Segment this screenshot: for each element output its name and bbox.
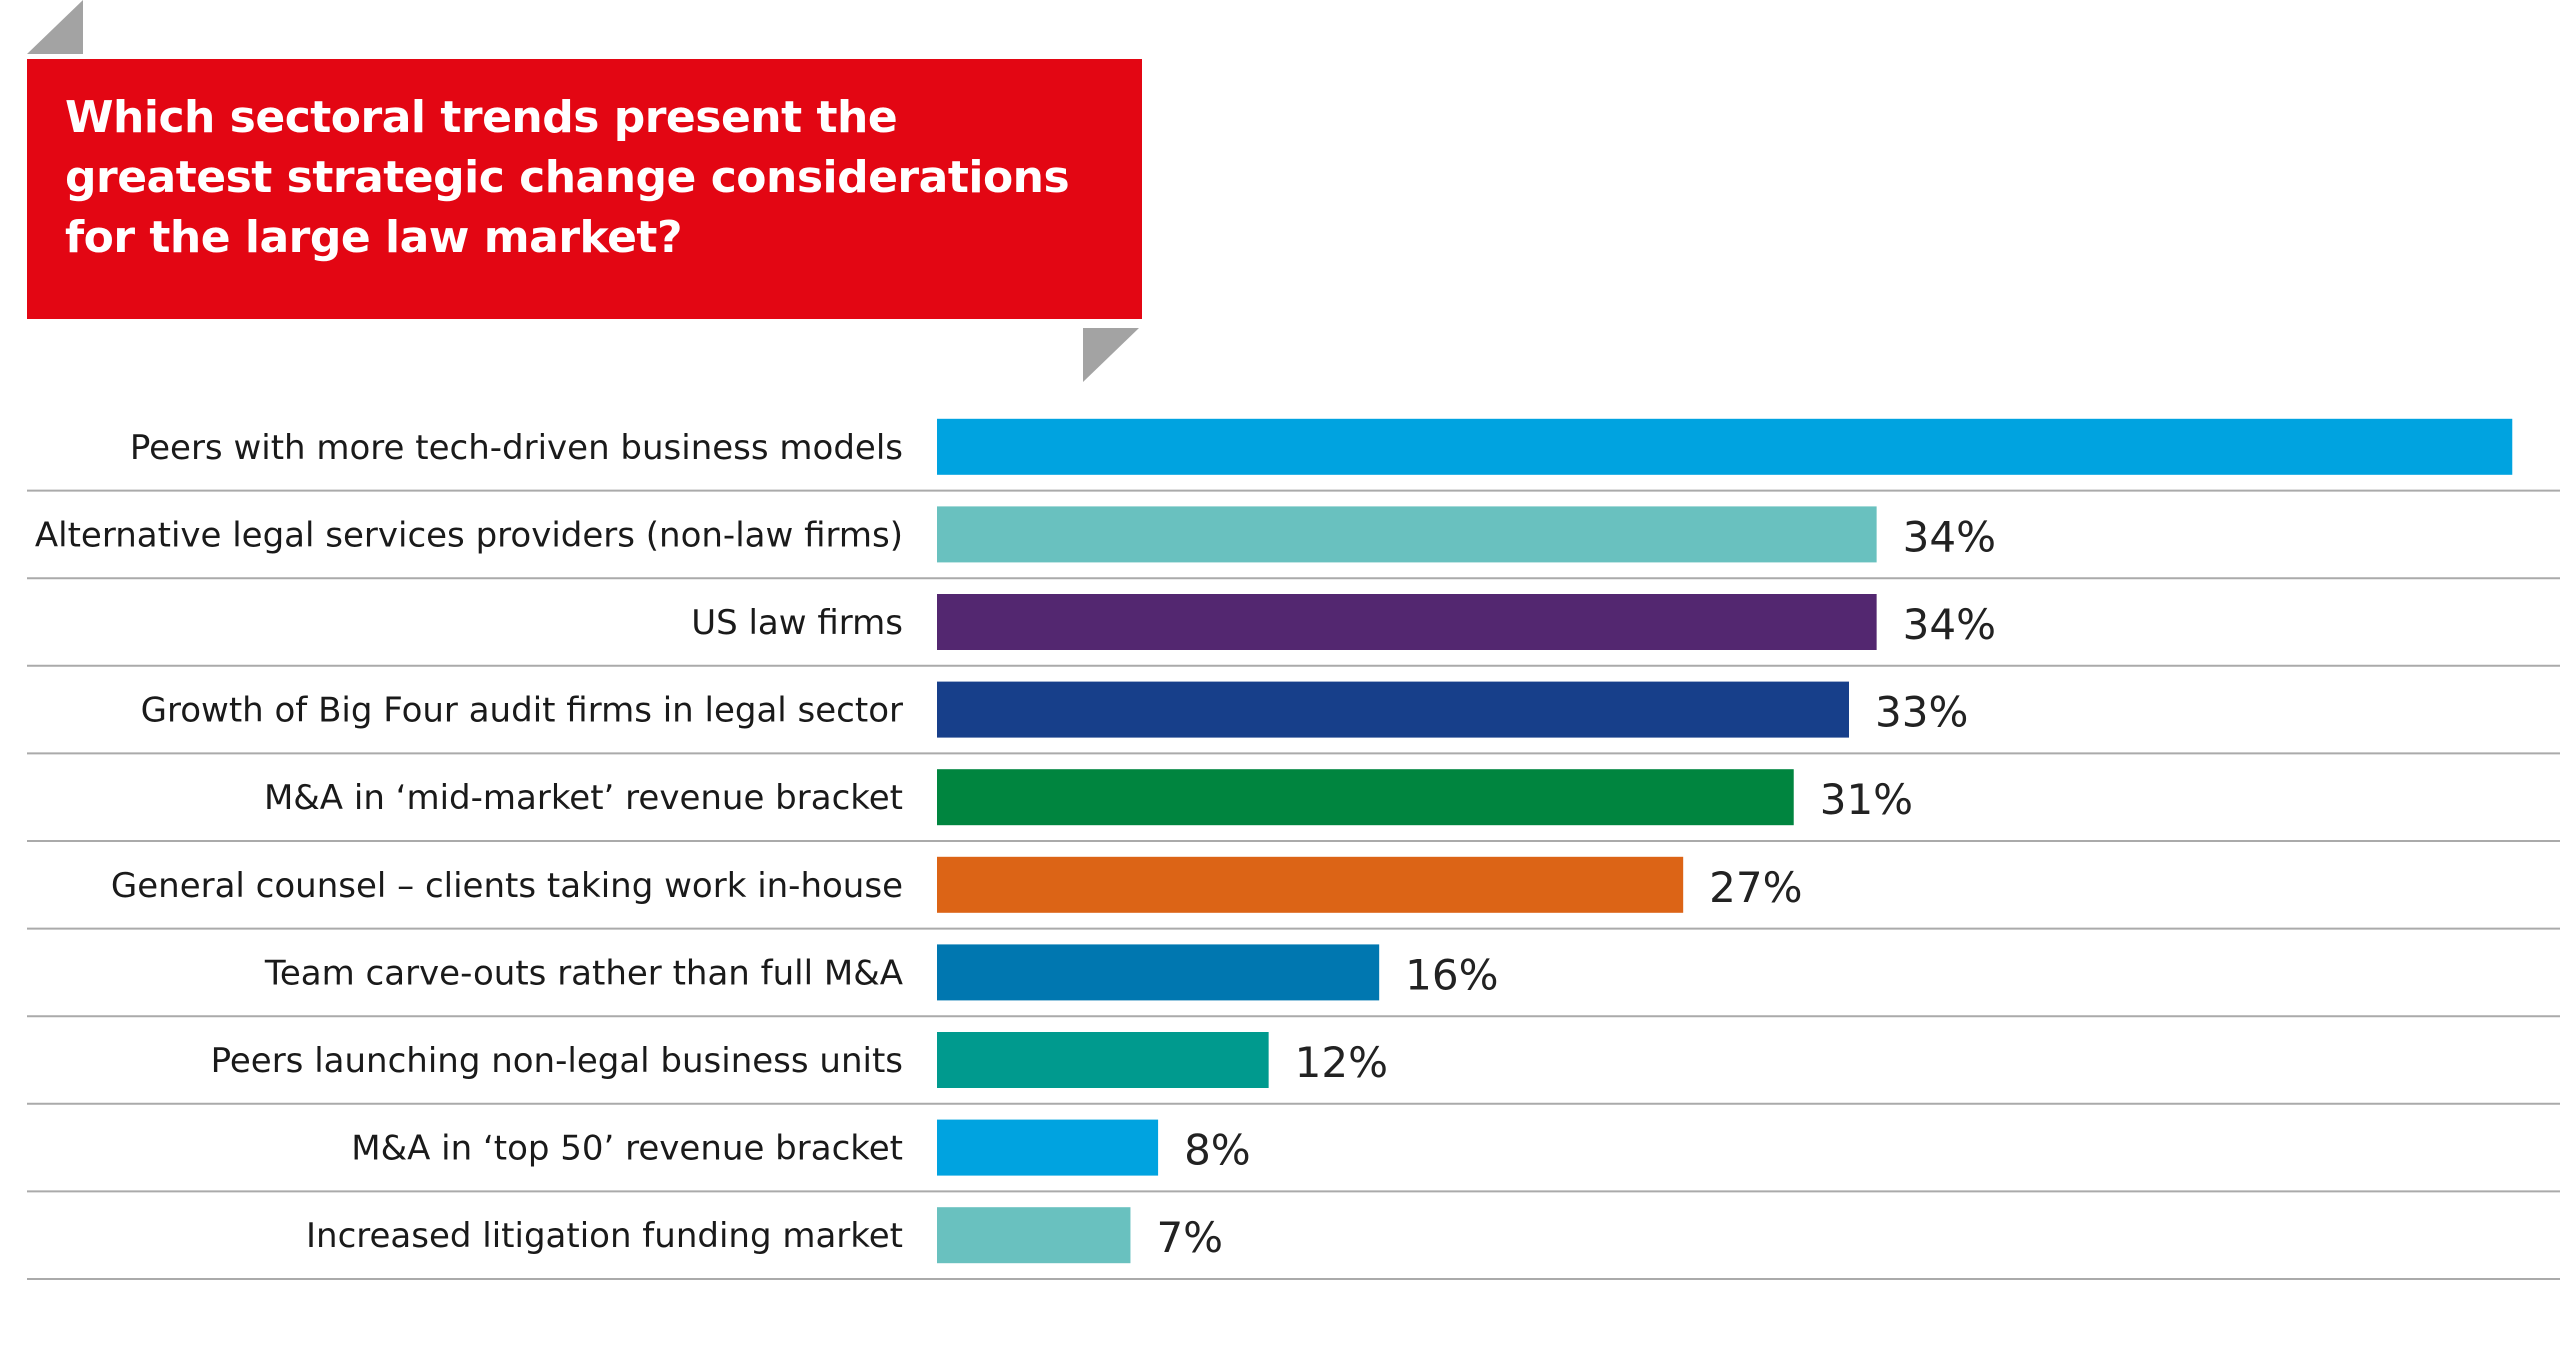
bar (937, 681, 1849, 738)
category-label: Increased litigation funding market (306, 1216, 903, 1256)
bar (937, 856, 1684, 913)
corner-fold-top-icon (27, 0, 83, 54)
category-label: General counsel – clients taking work in… (111, 866, 903, 906)
bar (937, 769, 1794, 826)
value-label: 27% (1709, 863, 1802, 912)
value-label: 12% (1295, 1038, 1388, 1087)
value-label: 31% (1820, 775, 1913, 824)
bar (937, 1032, 1269, 1088)
category-label: Peers launching non-legal business units (211, 1041, 903, 1081)
bar (937, 418, 2513, 475)
value-label: 33% (1875, 688, 1968, 737)
title-banner (27, 59, 1142, 319)
bar (937, 594, 1877, 650)
corner-fold-bottom-shape (1083, 328, 1139, 382)
value-label: 16% (1405, 950, 1498, 999)
value-label: 7% (1156, 1213, 1223, 1262)
category-label: US law firms (691, 603, 903, 643)
bar (937, 944, 1380, 1001)
category-label: Growth of Big Four audit firms in legal … (141, 691, 903, 731)
value-label: 8% (1184, 1126, 1251, 1175)
category-label: Alternative legal services providers (no… (35, 515, 903, 555)
bar (937, 506, 1877, 563)
bar (937, 1119, 1159, 1176)
bar (937, 1207, 1131, 1264)
chart-title: Which sectoral trends present the greate… (65, 92, 1070, 263)
category-label: M&A in ‘mid-market’ revenue bracket (264, 778, 903, 818)
corner-fold-bottom-icon (1083, 328, 1139, 382)
category-label: Peers with more tech-driven business mod… (130, 428, 903, 468)
value-label: 34% (1903, 600, 1996, 649)
category-label: M&A in ‘top 50’ revenue bracket (351, 1129, 903, 1169)
category-label: Team carve-outs rather than full M&A (264, 953, 903, 993)
value-label: 34% (1903, 512, 1996, 561)
corner-fold-top-shape (27, 0, 83, 54)
